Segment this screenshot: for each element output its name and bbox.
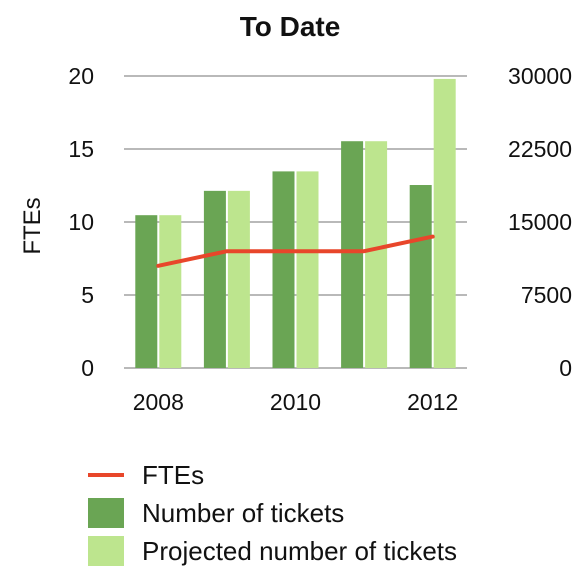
right-axis-ticks: 0 7500 15000 22500 30000: [508, 63, 572, 381]
point-ftes-2008: [156, 264, 160, 268]
bar-projected-number-of-tickets-2008: [159, 215, 182, 368]
x-tick-2010: 2010: [270, 389, 321, 415]
legend-item-ftes: FTEs: [88, 456, 457, 494]
bar-projected-number-of-tickets-2009: [227, 190, 250, 368]
bars: [135, 78, 456, 369]
y-right-tick-0: 0: [559, 355, 572, 381]
chart: To Date 0 5 10 15 20 0 7500 15000 22500 30000 20…: [19, 11, 572, 415]
legend: FTEs Number of tickets Projected number …: [88, 456, 457, 570]
bar-projected-number-of-tickets-2011: [365, 141, 388, 368]
legend-label-ftes: FTEs: [142, 459, 205, 490]
y-left-tick-20: 20: [68, 63, 94, 89]
bar-number-of-tickets-2012: [409, 185, 432, 368]
legend-swatch-number-of-tickets: [88, 498, 124, 528]
y-left-tick-5: 5: [81, 282, 94, 308]
legend-label-number-of-tickets: Number of tickets: [142, 497, 345, 528]
bar-projected-number-of-tickets-2010: [296, 171, 319, 368]
y-left-tick-15: 15: [68, 136, 94, 162]
bar-number-of-tickets-2011: [341, 141, 364, 368]
y-right-tick-15000: 15000: [508, 209, 572, 235]
y-right-tick-22500: 22500: [508, 136, 572, 162]
x-axis-ticks: 2008 2010 2012: [133, 389, 459, 415]
point-ftes-2011: [362, 249, 366, 253]
y-axis-left-title: FTEs: [19, 197, 46, 254]
x-tick-2012: 2012: [407, 389, 458, 415]
legend-item-number-of-tickets: Number of tickets: [88, 494, 457, 532]
point-ftes-2012: [431, 235, 435, 239]
y-right-tick-30000: 30000: [508, 63, 572, 89]
bar-number-of-tickets-2009: [203, 190, 226, 368]
point-ftes-2010: [294, 249, 297, 253]
ftes-line-group: [156, 234, 435, 268]
y-right-tick-7500: 7500: [521, 282, 572, 308]
legend-label-projected-number-of-tickets: Projected number of tickets: [142, 535, 458, 566]
left-axis-ticks: 0 5 10 15 20: [68, 63, 94, 381]
legend-item-projected-number-of-tickets: Projected number of tickets: [88, 532, 457, 570]
chart-title: To Date: [240, 11, 341, 42]
x-tick-2008: 2008: [133, 389, 184, 415]
bar-number-of-tickets-2010: [272, 171, 295, 368]
y-left-tick-0: 0: [81, 355, 94, 381]
point-ftes-2009: [225, 249, 229, 253]
bar-number-of-tickets-2008: [135, 215, 158, 368]
bar-projected-number-of-tickets-2012: [433, 78, 456, 369]
legend-swatch-ftes: [88, 473, 124, 477]
legend-swatch-projected-number-of-tickets: [88, 536, 124, 566]
y-left-tick-10: 10: [68, 209, 94, 235]
